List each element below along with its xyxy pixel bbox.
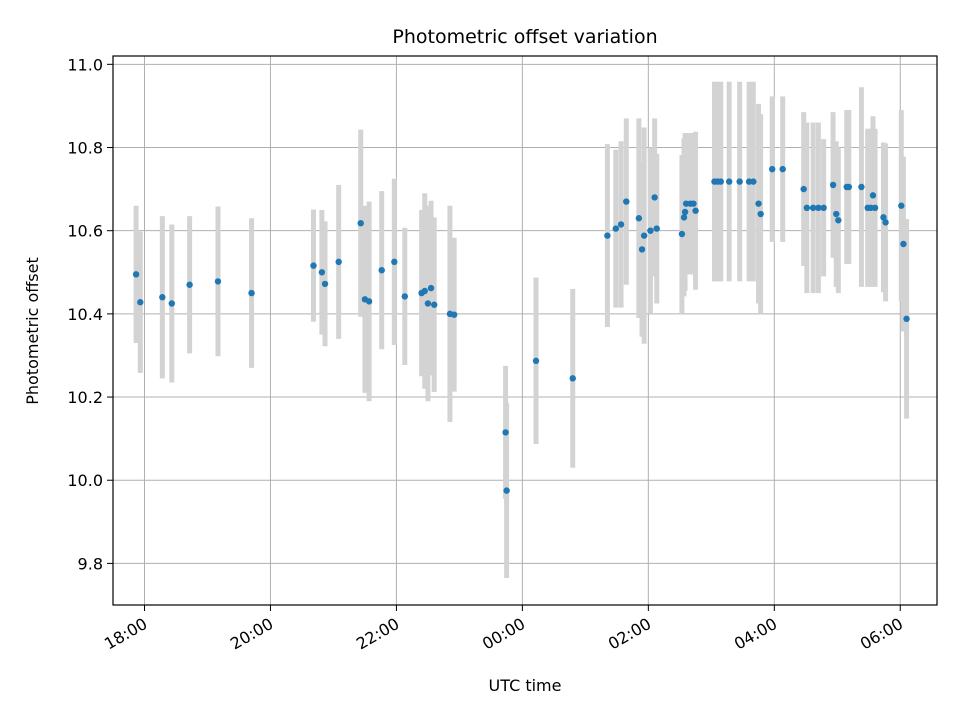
data-point [871,204,879,212]
x-tick-label: 00:00 [479,614,528,654]
data-point [755,200,762,207]
data-point [503,487,510,494]
data-point [680,214,688,221]
data-point [692,207,699,214]
y-tick-label: 10.2 [67,388,103,407]
data-point [903,315,910,323]
data-point [833,210,840,218]
data-point [898,202,905,209]
data-point [647,227,654,234]
x-axis-title: UTC time [489,676,562,695]
data-point [638,246,646,253]
x-tick-label: 18:00 [101,614,150,654]
data-point [421,287,428,295]
data-point [502,429,509,436]
y-tick-label: 10.8 [67,139,103,158]
data-point [750,178,757,185]
data-point [623,198,630,205]
data-point [365,298,373,305]
data-point [651,194,658,201]
data-point [835,217,842,224]
chart-title: Photometric offset variation [392,26,657,48]
data-point [725,178,733,185]
data-point [159,294,166,301]
data-point [809,204,817,212]
y-tick-label: 10.6 [67,222,103,241]
data-point [681,208,689,216]
data-point [214,278,222,285]
data-point [653,225,660,232]
data-point [132,271,140,278]
data-point [248,289,255,297]
data-point [800,185,807,193]
y-axis: 9.8 10.0 10.2 10.4 10.6 10.8 11.0 [67,55,113,573]
data-point [678,230,686,238]
data-point [569,375,576,382]
data-point [612,225,619,232]
data-point [882,219,889,226]
data-point [321,280,329,288]
data-point [427,284,435,292]
data-point [869,192,877,199]
x-tick-label: 06:00 [857,614,906,654]
data-point [532,357,540,365]
x-tick-label: 04:00 [731,614,780,654]
data-point [858,183,865,191]
x-tick-label: 02:00 [605,614,654,654]
data-point [635,215,643,222]
x-tick-label: 22:00 [353,614,402,654]
data-point [318,269,326,276]
data-point [450,311,458,318]
data-point [604,232,611,239]
data-point [357,219,364,227]
data-point [401,293,409,300]
data-point [690,200,697,207]
data-point [640,232,648,239]
data-point [736,178,743,185]
plot-frame [112,55,938,606]
data-point [431,301,438,308]
y-tick-label: 9.8 [78,554,103,573]
x-tick-label: 20:00 [227,614,276,654]
x-axis: 18:00 20:00 22:00 00:00 02:00 04:00 06:00 [101,605,906,654]
data-point [829,181,837,189]
y-tick-label: 10.4 [67,305,103,324]
data-point [900,240,907,248]
data-point [769,165,776,173]
y-tick-label: 10.0 [67,471,103,490]
y-tick-label: 11.0 [67,55,103,74]
data-point [617,221,625,228]
data-point [137,299,144,306]
data-point [803,204,811,212]
data-point [779,165,786,173]
data-point [845,183,853,191]
data-point [168,300,175,307]
data-point [424,300,432,307]
error-bars [133,81,910,578]
data-point [378,266,385,274]
data-point [717,178,724,185]
data-point [757,210,764,218]
data-point [391,258,398,266]
data-point [186,281,193,288]
data-point [335,258,342,266]
data-point [880,214,887,221]
data-points [132,165,910,494]
data-point [820,204,827,212]
data-point [815,204,822,212]
y-axis-title: Photometric offset [23,257,42,405]
data-point [310,262,317,269]
